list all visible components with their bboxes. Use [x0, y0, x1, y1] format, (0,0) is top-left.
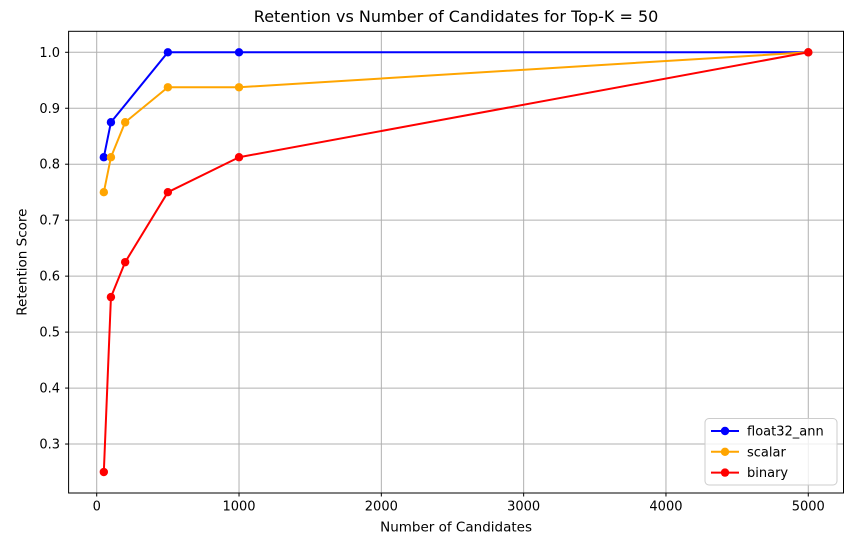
- axes-frame: [68, 30, 845, 494]
- chart-title: Retention vs Number of Candidates for To…: [254, 7, 659, 26]
- legend-item-float32_ann: float32_ann: [711, 425, 824, 440]
- data-point-scalar: [234, 83, 244, 92]
- legend-item-binary: binary: [711, 466, 788, 481]
- series-line-binary: [102, 51, 810, 474]
- legend-marker: [720, 426, 730, 436]
- y-tick-label: 0.7: [39, 214, 60, 229]
- data-point-float32_ann: [163, 48, 173, 57]
- y-tick-label: 0.3: [39, 438, 60, 453]
- data-point-float32_ann: [234, 48, 244, 57]
- x-tick-label: 4000: [649, 500, 682, 515]
- x-axis-label: Number of Candidates: [380, 520, 532, 536]
- y-tick-label: 0.9: [39, 102, 60, 117]
- legend-label: binary: [747, 466, 788, 481]
- y-tick-label: 0.6: [39, 270, 60, 285]
- x-tick-label: 3000: [507, 500, 540, 515]
- x-tick-label: 1000: [222, 500, 255, 515]
- series-binary: [99, 48, 813, 477]
- data-point-binary: [120, 257, 130, 267]
- data-point-binary: [234, 153, 244, 162]
- y-tick-label: 0.5: [39, 326, 60, 341]
- legend-marker: [720, 447, 730, 456]
- data-point-float32_ann: [99, 153, 109, 162]
- axis-ticks: 0 1000 2000 3000 4000 5000 0.3 0.4 0.5 0.6 0.7 0.8 0…: [39, 46, 824, 515]
- legend-label: float32_ann: [747, 425, 824, 440]
- data-point-scalar: [106, 153, 116, 162]
- data-point-binary: [804, 48, 813, 57]
- legend-label: scalar: [747, 445, 786, 460]
- y-axis-label: Retention Score: [15, 209, 31, 316]
- data-point-scalar: [99, 187, 109, 197]
- y-tick-label: 0.8: [39, 158, 60, 173]
- data-point-scalar: [163, 83, 173, 92]
- data-point-binary: [106, 292, 116, 302]
- data-point-float32_ann: [106, 118, 116, 127]
- legend-marker: [720, 468, 730, 477]
- data-point-scalar: [120, 118, 130, 127]
- y-tick-label: 1.0: [39, 46, 60, 61]
- series-line-scalar: [102, 51, 810, 194]
- data-point-binary: [163, 187, 173, 197]
- legend-box: [704, 418, 838, 486]
- x-tick-label: 2000: [365, 500, 398, 515]
- x-tick-label: 5000: [792, 500, 825, 515]
- y-tick-label: 0.4: [39, 382, 60, 397]
- x-tick-label: 0: [93, 500, 101, 515]
- data-point-binary: [99, 467, 109, 477]
- legend-item-scalar: scalar: [711, 445, 786, 460]
